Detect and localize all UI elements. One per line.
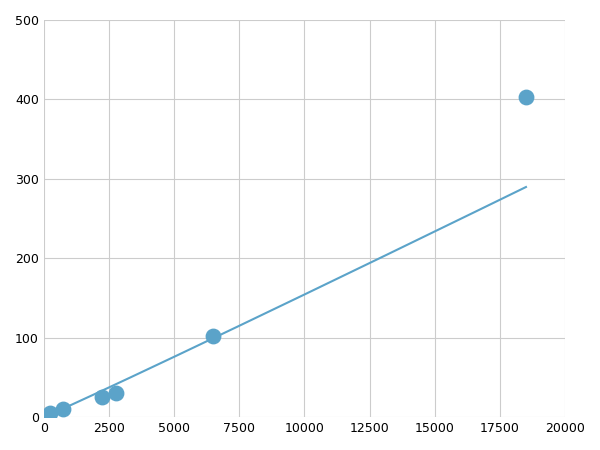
Point bbox=[208, 333, 218, 340]
Point bbox=[46, 410, 55, 417]
Point bbox=[521, 94, 531, 101]
Point bbox=[111, 390, 121, 397]
Point bbox=[98, 394, 107, 401]
Point bbox=[59, 405, 68, 413]
